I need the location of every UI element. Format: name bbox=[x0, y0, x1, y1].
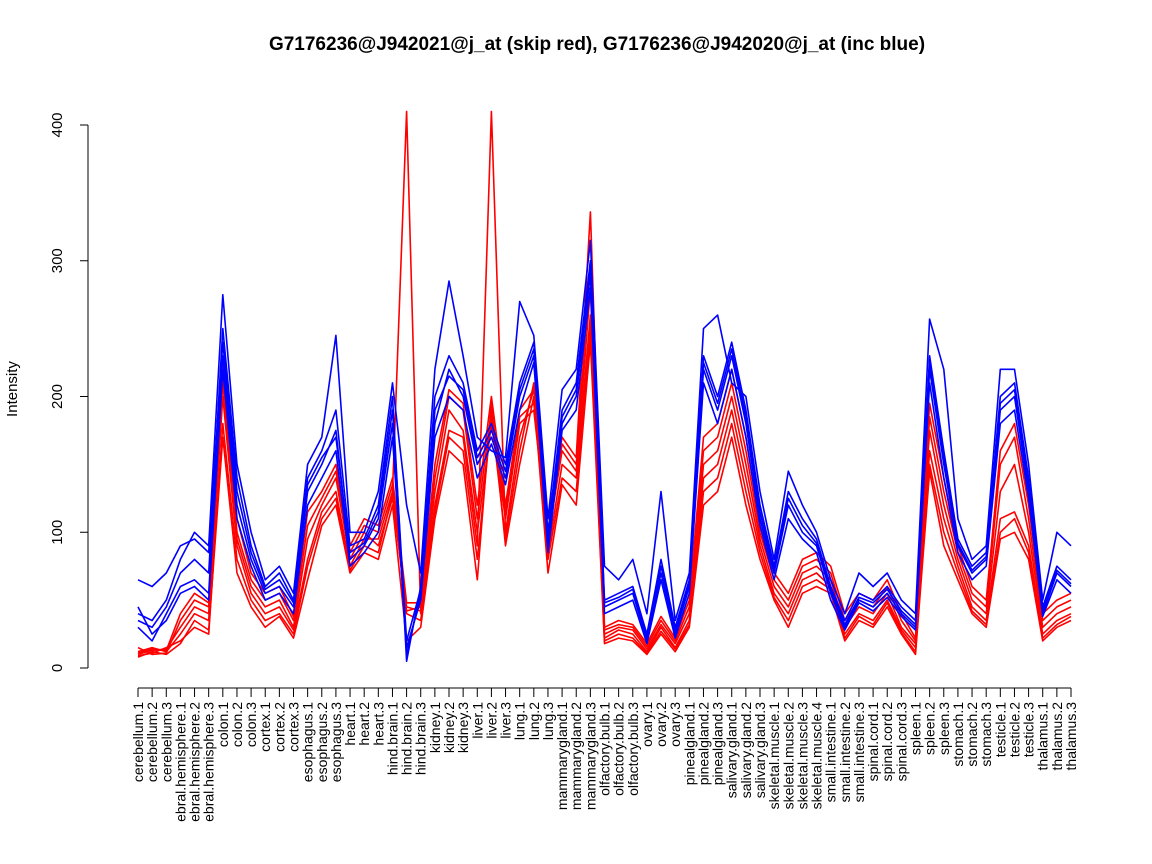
x-tick-label: mammarygland.2 bbox=[568, 702, 584, 810]
x-tick-label: thalamus.2 bbox=[1049, 702, 1065, 771]
x-tick-label: heart.1 bbox=[342, 702, 358, 746]
x-tick-label: esophagus.2 bbox=[314, 702, 330, 782]
x-tick-label: ovary.2 bbox=[653, 702, 669, 747]
x-tick-label: cortex.3 bbox=[286, 702, 302, 752]
x-tick-label: skeletal.muscle.2 bbox=[780, 702, 796, 810]
x-tick-label: kidney.2 bbox=[441, 702, 457, 753]
x-tick-label: colon.2 bbox=[229, 702, 245, 747]
x-tick-label: cerebellum.2 bbox=[144, 702, 160, 782]
x-tick-label: spleen.3 bbox=[936, 702, 952, 755]
x-tick-label: stomach.1 bbox=[950, 702, 966, 767]
x-tick-label: kidney.3 bbox=[455, 702, 471, 753]
x-tick-label: lung.2 bbox=[526, 702, 542, 740]
x-tick-label: stomach.3 bbox=[978, 702, 994, 767]
x-tick-label: cortex.1 bbox=[257, 702, 273, 752]
x-tick-label: cortex.2 bbox=[271, 702, 287, 752]
x-tick-label: ovary.3 bbox=[667, 702, 683, 747]
x-tick-label: small.intestine.2 bbox=[837, 702, 853, 803]
x-tick-label: testicle.1 bbox=[992, 702, 1008, 757]
x-tick-label: ovary.1 bbox=[639, 702, 655, 747]
x-tick-label: heart.3 bbox=[370, 702, 386, 746]
y-tick-label: 300 bbox=[49, 248, 66, 273]
x-tick-label: mammarygland.1 bbox=[554, 702, 570, 810]
x-tick-label: hind.brain.2 bbox=[399, 702, 415, 775]
x-tick-label: colon.1 bbox=[215, 702, 231, 747]
x-tick-label: pinealgland.2 bbox=[695, 702, 711, 786]
x-axis: cerebellum.1cerebellum.2cerebellum.3ebra… bbox=[130, 687, 1079, 822]
x-tick-label: testicle.3 bbox=[1021, 702, 1037, 757]
x-tick-label: small.intestine.1 bbox=[823, 702, 839, 803]
x-tick-label: small.intestine.3 bbox=[851, 702, 867, 803]
series-line-6 bbox=[137, 327, 1072, 657]
x-tick-label: liver.3 bbox=[498, 702, 514, 739]
x-tick-label: hind.brain.3 bbox=[413, 702, 429, 775]
chart-title: G7176236@J942021@j_at (skip red), G71762… bbox=[269, 34, 925, 55]
x-tick-label: olfactory.bulb.1 bbox=[597, 702, 613, 796]
x-tick-label: heart.2 bbox=[356, 702, 372, 746]
x-tick-label: cerebellum.1 bbox=[130, 702, 146, 782]
x-tick-label: salivary.gland.3 bbox=[752, 702, 768, 798]
y-axis-label: Intensity bbox=[4, 361, 21, 417]
x-tick-label: stomach.2 bbox=[964, 702, 980, 767]
x-tick-label: spinal.cord.2 bbox=[879, 702, 895, 782]
y-tick-label: 400 bbox=[49, 112, 66, 137]
x-tick-label: thalamus.3 bbox=[1063, 702, 1079, 771]
x-tick-label: liver.1 bbox=[469, 702, 485, 739]
x-tick-label: olfactory.bulb.3 bbox=[625, 702, 641, 796]
x-tick-label: thalamus.1 bbox=[1035, 702, 1051, 771]
x-tick-label: testicle.2 bbox=[1006, 702, 1022, 757]
series-group bbox=[137, 110, 1072, 663]
x-tick-label: pinealgland.3 bbox=[710, 702, 726, 786]
x-tick-label: lung.3 bbox=[540, 702, 556, 740]
x-tick-label: esophagus.3 bbox=[328, 702, 344, 782]
x-tick-label: skeletal.muscle.4 bbox=[809, 702, 825, 810]
y-tick-label: 200 bbox=[49, 384, 66, 409]
x-tick-label: ebral.hemisphere.2 bbox=[187, 702, 203, 822]
x-tick-label: spinal.cord.3 bbox=[893, 702, 909, 782]
x-tick-label: olfactory.bulb.2 bbox=[611, 702, 627, 796]
x-tick-label: pinealgland.1 bbox=[681, 702, 697, 786]
y-tick-label: 100 bbox=[49, 520, 66, 545]
x-tick-label: skeletal.muscle.3 bbox=[794, 702, 810, 810]
x-tick-label: ebral.hemisphere.3 bbox=[201, 702, 217, 822]
x-tick-label: cerebellum.3 bbox=[158, 702, 174, 782]
x-tick-label: colon.3 bbox=[243, 702, 259, 747]
x-tick-label: spleen.2 bbox=[922, 702, 938, 755]
y-axis: 0 100 200 300 400 bbox=[49, 112, 89, 672]
series-line-10 bbox=[137, 287, 1072, 649]
x-tick-label: liver.2 bbox=[483, 702, 499, 739]
x-tick-label: ebral.hemisphere.1 bbox=[172, 702, 188, 822]
x-tick-label: mammarygland.3 bbox=[582, 702, 598, 810]
x-tick-label: esophagus.1 bbox=[300, 702, 316, 782]
x-tick-label: lung.1 bbox=[512, 702, 528, 740]
x-tick-label: kidney.1 bbox=[427, 702, 443, 753]
x-tick-label: hind.brain.1 bbox=[384, 702, 400, 775]
y-tick-label: 0 bbox=[49, 664, 66, 672]
x-tick-label: skeletal.muscle.1 bbox=[766, 702, 782, 810]
x-tick-label: salivary.gland.1 bbox=[724, 702, 740, 798]
x-tick-label: spinal.cord.1 bbox=[865, 702, 881, 782]
series-line-1 bbox=[137, 341, 1072, 658]
x-tick-label: spleen.1 bbox=[908, 702, 924, 755]
x-tick-label: salivary.gland.2 bbox=[738, 702, 754, 798]
series-line-11 bbox=[137, 266, 1072, 642]
series-line-9 bbox=[137, 239, 1072, 622]
